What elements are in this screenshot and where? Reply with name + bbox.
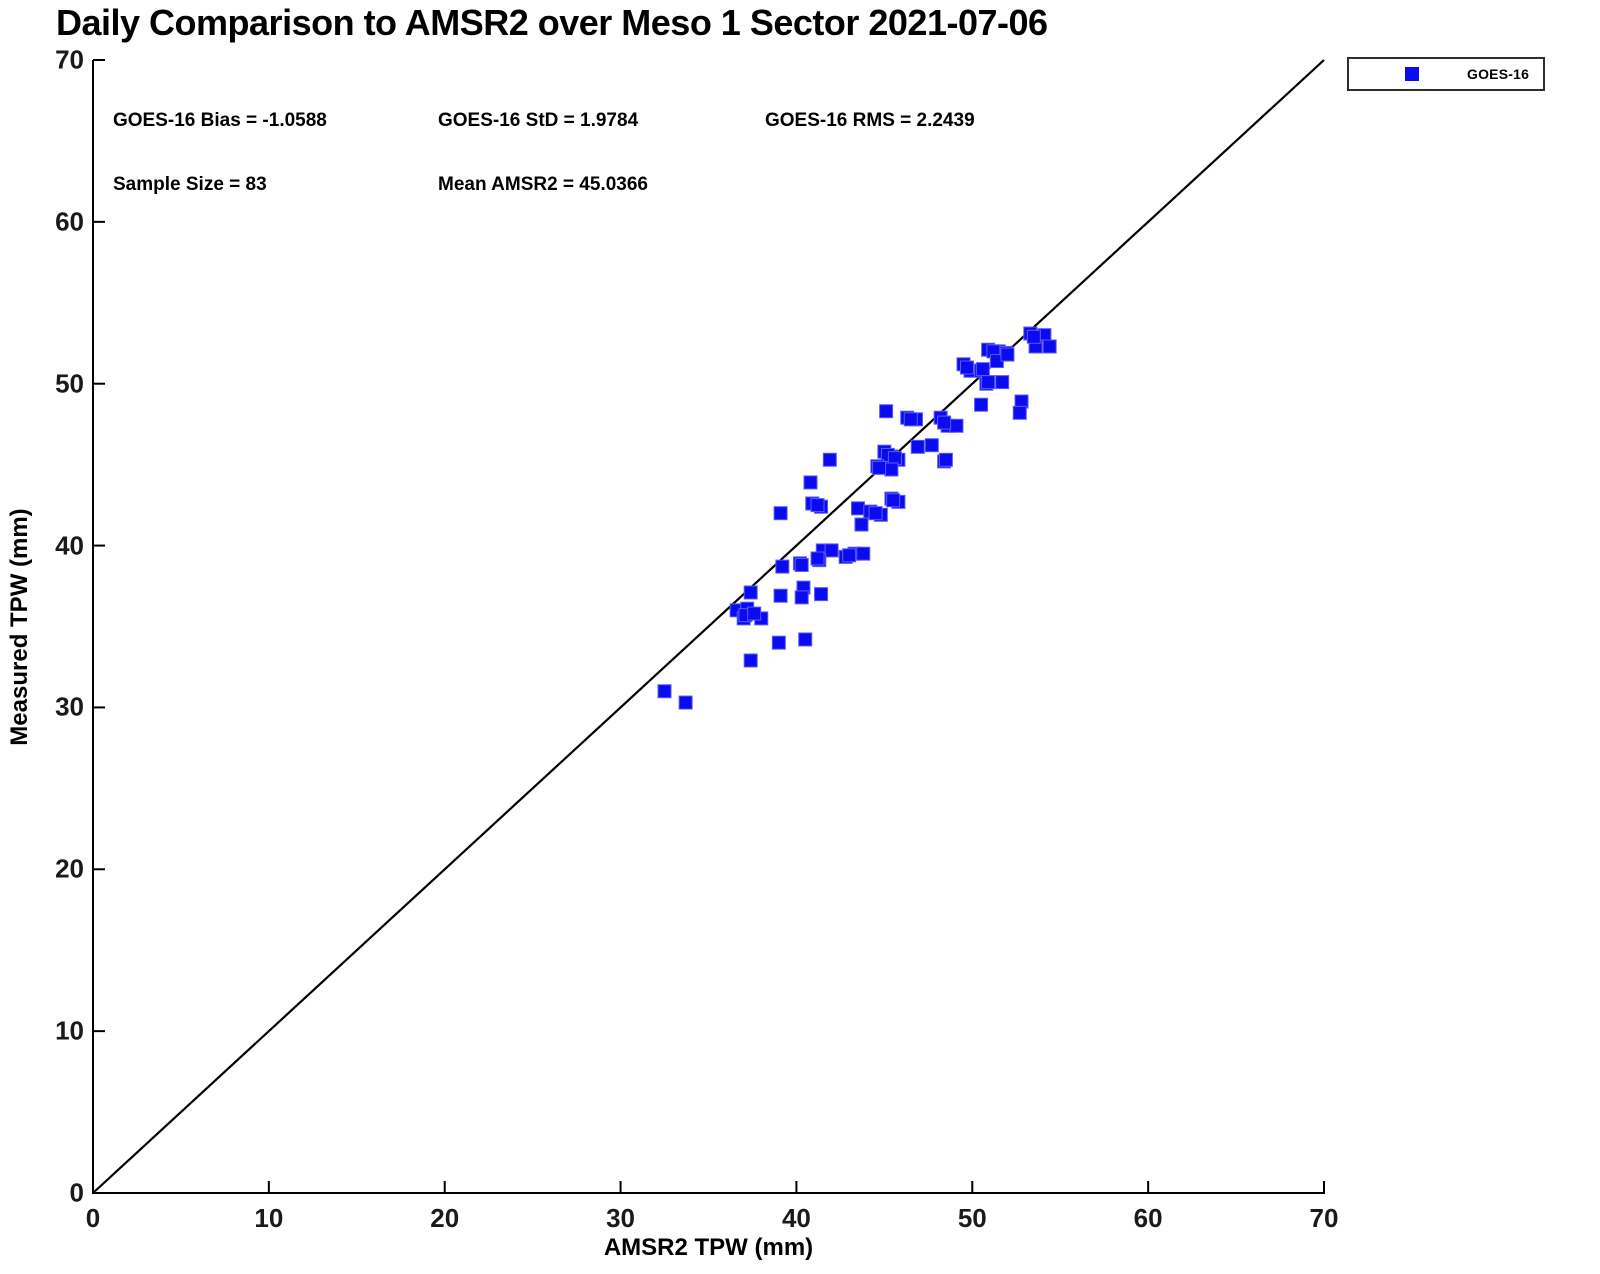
data-point-goes-16	[775, 559, 790, 574]
x-tick-label: 0	[85, 1203, 101, 1233]
x-tick-label: 40	[781, 1203, 811, 1233]
x-axis-label: AMSR2 TPW (mm)	[603, 1234, 814, 1261]
data-point-goes-16	[824, 543, 839, 558]
data-point-goes-16	[822, 452, 837, 467]
data-point-goes-16	[974, 397, 989, 412]
data-point-goes-16	[842, 548, 857, 563]
legend-square-marker-icon	[1405, 67, 1419, 81]
data-point-goes-16	[743, 585, 758, 600]
y-tick-label: 20	[55, 853, 84, 884]
y-tick-label: 60	[55, 206, 84, 237]
data-point-goes-16	[924, 438, 939, 453]
x-tick-label: 10	[254, 1203, 284, 1233]
stat-sample-size-text: Sample Size = 83	[113, 174, 267, 195]
y-tick-label: 50	[55, 368, 84, 399]
data-point-goes-16	[886, 493, 901, 508]
x-tick-label: 70	[1309, 1203, 1339, 1233]
chart-title: Daily Comparison to AMSR2 over Meso 1 Se…	[56, 2, 1048, 43]
y-tick-label: 10	[55, 1015, 84, 1046]
data-point-goes-16	[884, 462, 899, 477]
data-point-goes-16	[1042, 339, 1057, 354]
data-point-goes-16	[814, 587, 829, 602]
data-point-goes-16	[903, 412, 918, 427]
data-point-goes-16	[975, 362, 990, 377]
data-point-goes-16	[854, 517, 869, 532]
data-point-goes-16	[743, 653, 758, 668]
data-point-goes-16	[949, 418, 964, 433]
data-point-goes-16	[794, 590, 809, 605]
data-point-goes-16	[1012, 405, 1027, 420]
data-point-goes-16	[678, 695, 693, 710]
stat-std-text: GOES-16 StD = 1.9784	[438, 110, 639, 131]
identity-reference-line	[92, 59, 1325, 1194]
y-axis-label: Measured TPW (mm)	[6, 508, 33, 746]
data-point-goes-16	[1026, 329, 1041, 344]
data-point-goes-16	[937, 415, 952, 430]
data-point-goes-16	[794, 557, 809, 572]
data-point-goes-16	[747, 606, 762, 621]
data-point-goes-16	[773, 588, 788, 603]
stat-rms-text: GOES-16 RMS = 2.2439	[765, 110, 975, 131]
data-point-goes-16	[981, 375, 996, 390]
legend-box: GOES-16	[1347, 57, 1545, 91]
legend-series-label: GOES-16	[1467, 66, 1530, 82]
data-point-goes-16	[960, 360, 975, 375]
y-tick-label: 70	[55, 44, 84, 75]
data-point-goes-16	[850, 501, 865, 516]
data-point-goes-16	[856, 546, 871, 561]
data-point-goes-16	[798, 632, 813, 647]
data-point-goes-16	[872, 460, 887, 475]
data-point-goes-16	[803, 475, 818, 490]
data-point-goes-16	[879, 404, 894, 419]
data-point-goes-16	[771, 635, 786, 650]
stat-mean-amsr2-text: Mean AMSR2 = 45.0366	[438, 174, 648, 195]
data-point-goes-16	[773, 506, 788, 521]
data-point-goes-16	[995, 375, 1010, 390]
y-tick-label: 0	[69, 1177, 84, 1208]
data-point-goes-16	[868, 506, 883, 521]
data-point-goes-16	[910, 439, 925, 454]
y-tick-label: 40	[55, 530, 84, 561]
data-point-goes-16	[657, 684, 672, 699]
data-point-goes-16	[810, 498, 825, 513]
x-tick-label: 50	[957, 1203, 987, 1233]
data-point-goes-16	[938, 452, 953, 467]
x-tick-label: 60	[1133, 1203, 1163, 1233]
stat-bias-text: GOES-16 Bias = -1.0588	[113, 110, 327, 131]
x-tick-label: 20	[430, 1203, 460, 1233]
data-point-goes-16	[810, 551, 825, 566]
data-point-goes-16	[1000, 347, 1015, 362]
y-tick-label: 30	[55, 691, 84, 722]
x-tick-label: 30	[606, 1203, 636, 1233]
